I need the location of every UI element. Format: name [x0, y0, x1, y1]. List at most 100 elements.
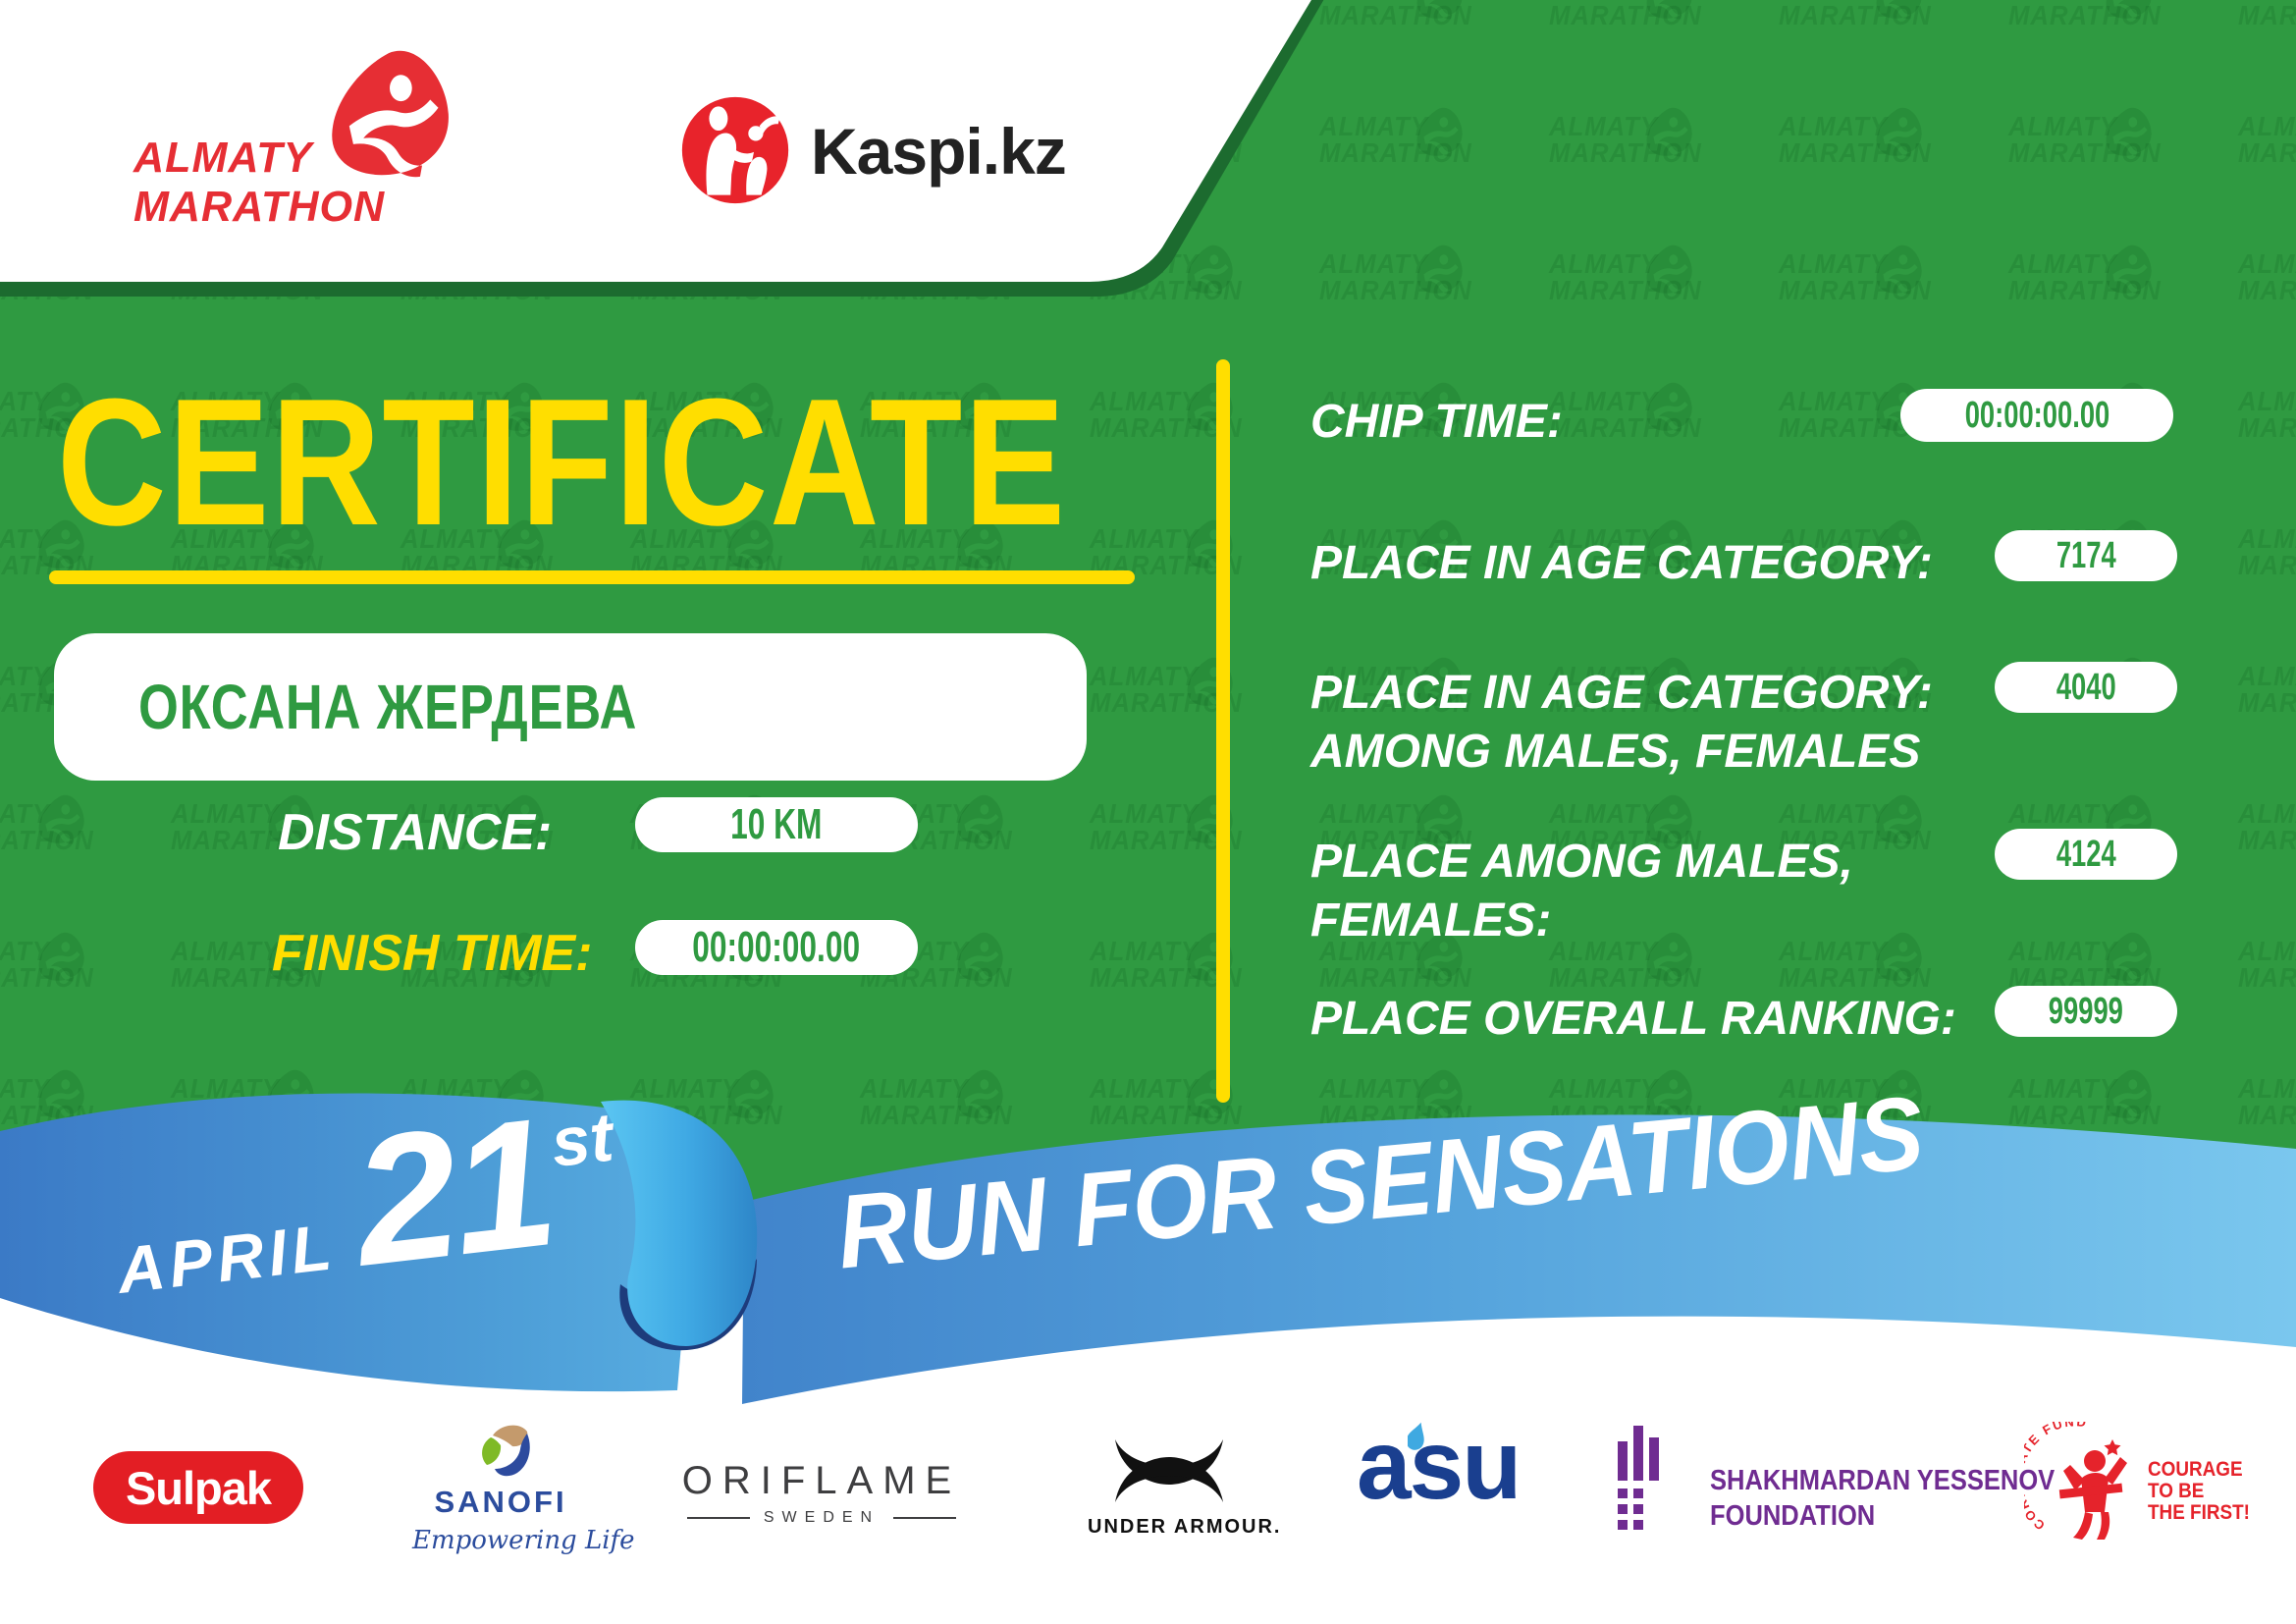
watermark-text-line2: MARATHON	[1549, 550, 1702, 580]
watermark-text-line1: ALMATY	[1090, 386, 1199, 416]
watermark-text-line2: MARATHON	[2238, 0, 2296, 30]
watermark-runner-icon	[38, 932, 84, 982]
watermark-runner-icon	[957, 794, 1003, 844]
watermark-text-line1: ALMATY	[1090, 661, 1199, 691]
yessenov-text-line1: SHAKHMARDAN YESSENOV	[1710, 1465, 2056, 1496]
watermark-runner-icon	[727, 519, 774, 569]
watermark-runner-icon	[498, 519, 544, 569]
watermark-text-line1: ALMATY	[1779, 1073, 1888, 1104]
watermark-text-line1: ALMATY	[0, 661, 50, 691]
watermark-text-line1: ALMATY	[630, 386, 739, 416]
oriflame-logo: ORIFLAME SWEDEN	[660, 1459, 984, 1527]
watermark-text-line1: ALMATY	[1090, 523, 1199, 554]
watermark-text-line1: ALMATY	[1549, 248, 1658, 279]
watermark-text-line1: ALMATY	[400, 798, 509, 829]
watermark-runner-icon	[2106, 1069, 2152, 1119]
place-overall-ranking-label: PLACE OVERALL RANKING:	[1310, 990, 1956, 1049]
header-white-shape	[0, 0, 1311, 282]
watermark-text-line1: ALMATY	[0, 386, 50, 416]
watermark-text-line1: ALMATY	[2008, 0, 2162, 3]
asu-droplet-icon	[1408, 1422, 1424, 1450]
watermark-text-line1: ALMATY	[2238, 661, 2296, 691]
under-armour-logo: UNDER ARMOUR.	[1088, 1432, 1279, 1539]
vertical-divider	[1216, 359, 1230, 1103]
sanofi-bird-icon	[482, 1425, 530, 1477]
watermark-text-line2: MARATHON	[1319, 275, 1472, 305]
watermark-text-line2: MARATHON	[1549, 0, 1702, 30]
watermark-text-line2: MARATHON	[2008, 1100, 2162, 1130]
place-among-gender-value-field: 4124	[1995, 829, 2177, 880]
watermark-runner-icon	[957, 1069, 1003, 1119]
watermark-text-line1: ALMATY	[1090, 936, 1199, 966]
watermark-text-line1: ALMATY	[630, 523, 739, 554]
watermark-text-line2: MARATHON	[2238, 825, 2296, 855]
watermark-runner-icon	[38, 1069, 84, 1119]
watermark-text-line2: MARATHON	[0, 825, 94, 855]
watermark-runner-icon	[268, 794, 314, 844]
watermark-text-line2: MARATHON	[1319, 550, 1472, 580]
watermark-text-line1: ALMATY	[1090, 1073, 1199, 1104]
courage-fund-text: COURAGE TO BE THE FIRST!	[2148, 1459, 2250, 1524]
watermark-text-line1: ALMATY	[1779, 936, 1888, 966]
place-age-category-value-field: 7174	[1995, 530, 2177, 581]
watermark-text-line1: ALMATY	[1319, 798, 1428, 829]
watermark-text-line1: ALMATY	[2008, 1073, 2117, 1104]
watermark-text-line2: MARATHON	[1779, 550, 1932, 580]
watermark-text-line2: MARATHON	[171, 825, 324, 855]
watermark-runner-icon	[2106, 932, 2152, 982]
watermark-runner-icon	[1876, 794, 1922, 844]
finish-time-value: 00:00:00.00	[692, 923, 861, 971]
header-panel	[0, 0, 1324, 297]
watermark-text-line2: MARATHON	[2008, 137, 2162, 168]
chip-time-label: CHIP TIME:	[1310, 393, 1563, 452]
place-age-category-gender-value-field: 4040	[1995, 662, 2177, 713]
watermark-runner-icon	[1416, 0, 1463, 20]
place-overall-ranking-value-field: 99999	[1995, 986, 2177, 1037]
watermark-text-line1: ALMATY	[171, 386, 280, 416]
watermark-text-line1: ALMATY	[2238, 523, 2296, 554]
watermark-text-line1: ALMATY	[1090, 798, 1199, 829]
watermark-text-line2: MARATHON	[1549, 412, 1702, 443]
watermark-text-line1: ALMATY	[1779, 248, 1888, 279]
place-age-category-gender-value: 4040	[2056, 666, 2116, 708]
kaspi-logo-text: Kaspi.kz	[811, 115, 1067, 188]
watermark-text-line2: MARATHON	[2238, 275, 2296, 305]
watermark-text-line1: ALMATY	[2238, 1073, 2296, 1104]
watermark-runner-icon	[268, 519, 314, 569]
watermark-text-line1: ALMATY	[860, 386, 969, 416]
watermark-text-line1: ALMATY	[2238, 936, 2296, 966]
watermark-runner-icon	[38, 519, 84, 569]
watermark-text-line2: MARATHON	[2238, 962, 2296, 993]
watermark-runner-icon	[2106, 0, 2152, 20]
watermark-text-line1: ALMATY	[171, 936, 280, 966]
watermark-runner-icon	[1876, 519, 1922, 569]
watermark-runner-icon	[498, 932, 544, 982]
watermark-text-line1: ALMATY	[1779, 111, 1888, 141]
almaty-logo-text-line1: ALMATY	[133, 134, 313, 182]
yessenov-text-line2: FOUNDATION	[1710, 1500, 1876, 1532]
